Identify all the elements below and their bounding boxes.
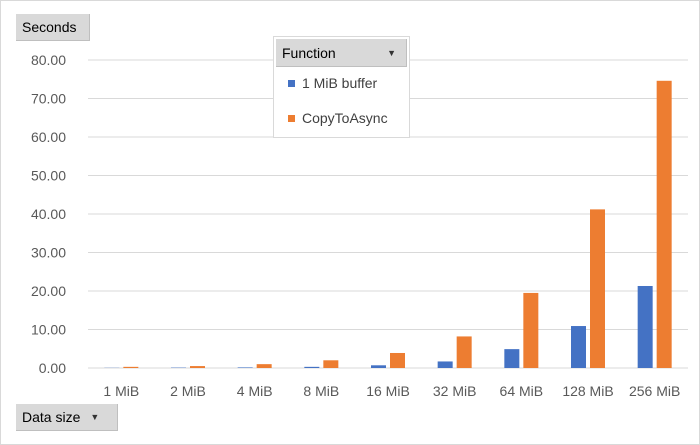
y-tick-label: 20.00 (31, 283, 66, 299)
legend: Function ▼ 1 MiB buffer CopyToAsync (273, 36, 410, 138)
x-tick-label: 16 MiB (366, 383, 410, 399)
bar-copytoasync-256-mib (656, 80, 672, 368)
bar-1-mib-buffer-8-mib (304, 366, 320, 368)
y-tick-label: 10.00 (31, 322, 66, 338)
y-tick-label: 0.00 (39, 360, 66, 376)
x-tick-label: 128 MiB (562, 383, 613, 399)
triangle-down-icon: ▼ (90, 412, 100, 422)
x-tick-label: 8 MiB (303, 383, 339, 399)
legend-title: Function (282, 44, 336, 61)
bar-copytoasync-1-mib (123, 366, 139, 368)
bar-copytoasync-8-mib (323, 360, 339, 368)
x-tick-label: 32 MiB (433, 383, 477, 399)
y-tick-label: 80.00 (31, 52, 66, 68)
x-tick-label: 1 MiB (103, 383, 139, 399)
bars (104, 80, 672, 368)
bar-copytoasync-128-mib (590, 209, 605, 368)
x-axis-label: Data size (22, 409, 81, 425)
legend-item-1mib-buffer: 1 MiB buffer (288, 75, 377, 91)
bar-1-mib-buffer-4-mib (237, 367, 253, 368)
bar-copytoasync-2-mib (190, 366, 205, 368)
legend-swatch (288, 114, 295, 122)
bar-copytoasync-4-mib (256, 364, 272, 368)
y-tick-label: 70.00 (31, 91, 66, 107)
x-tick-label: 256 MiB (629, 383, 680, 399)
triangle-down-icon: ▼ (387, 47, 396, 58)
y-axis-field-button[interactable]: Seconds (16, 14, 90, 41)
bar-copytoasync-32-mib (456, 336, 472, 368)
y-axis-label: Seconds (22, 19, 77, 35)
legend-field-button[interactable]: Function ▼ (276, 39, 407, 67)
x-tick-label: 64 MiB (500, 383, 544, 399)
bar-1-mib-buffer-256-mib (637, 285, 653, 368)
legend-label: CopyToAsync (302, 110, 388, 126)
y-axis-ticks: 0.00 10.00 20.00 30.00 40.00 50.00 60.00 70.00 8… (31, 52, 66, 376)
bar-1-mib-buffer-32-mib (437, 361, 453, 368)
y-tick-label: 60.00 (31, 129, 66, 145)
legend-item-copytoasync: CopyToAsync (288, 110, 388, 126)
bar-copytoasync-64-mib (523, 292, 539, 368)
x-tick-label: 4 MiB (237, 383, 273, 399)
legend-swatch (288, 79, 295, 87)
bar-1-mib-buffer-16-mib (371, 365, 386, 368)
legend-label: 1 MiB buffer (302, 75, 378, 91)
x-tick-label: 2 MiB (170, 383, 206, 399)
y-tick-label: 50.00 (31, 168, 66, 184)
x-axis-ticks: 1 MiB 2 MiB 4 MiB 8 MiB 16 MiB 32 MiB 64 MiB 12… (103, 383, 680, 399)
bar-copytoasync-16-mib (390, 352, 405, 368)
bar-1-mib-buffer-64-mib (504, 349, 520, 368)
x-axis-field-button[interactable]: Data size ▼ (16, 404, 118, 431)
bar-1-mib-buffer-128-mib (571, 326, 586, 368)
y-tick-label: 40.00 (31, 206, 66, 222)
y-tick-label: 30.00 (31, 245, 66, 261)
